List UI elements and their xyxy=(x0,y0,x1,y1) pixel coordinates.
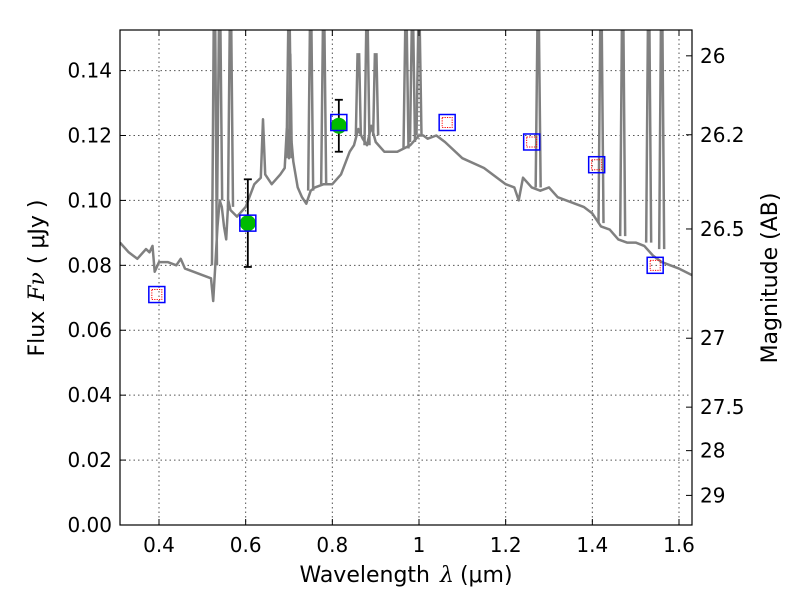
limit-marker xyxy=(649,259,661,271)
mag-tick-label: 27.5 xyxy=(700,395,745,419)
emission-line xyxy=(210,30,219,266)
emission-line xyxy=(226,30,235,207)
x-axis-label: Wavelength λ (μm) xyxy=(299,563,512,588)
spectrum-line xyxy=(120,53,692,303)
limit-marker xyxy=(526,136,538,148)
y-axis-label: FluxFν( μJy ) xyxy=(25,199,50,356)
emission-line xyxy=(657,30,666,250)
model-marker xyxy=(646,256,664,275)
x-tick-label: 1 xyxy=(413,533,426,557)
limit-marker xyxy=(591,159,603,171)
limit-marker xyxy=(151,289,163,301)
y-tick-label: 0.02 xyxy=(67,448,112,472)
x-tick-label: 0.6 xyxy=(230,533,262,557)
model-marker xyxy=(239,214,257,232)
y-tick-label: 0.12 xyxy=(67,123,112,147)
emission-line xyxy=(408,30,417,143)
emission-line xyxy=(597,30,605,224)
x-tick-label: 1.4 xyxy=(576,533,608,557)
model-marker xyxy=(522,133,541,151)
emission-line xyxy=(363,30,371,146)
detection-point xyxy=(330,117,347,134)
limit-marker xyxy=(441,117,453,129)
mag-tick-label: 27 xyxy=(700,326,725,350)
model-marker xyxy=(148,285,166,304)
emission-line xyxy=(618,30,627,237)
y-tick-label: 0.06 xyxy=(67,318,112,342)
y-tick-label: 0.14 xyxy=(67,59,112,83)
emission-line xyxy=(215,30,224,201)
y-tick-label: 0.08 xyxy=(67,253,112,277)
mag-tick-label: 26.2 xyxy=(700,123,745,147)
emission-line xyxy=(319,30,328,185)
emission-line xyxy=(402,30,410,149)
emission-line xyxy=(354,53,363,136)
detection-point xyxy=(239,215,256,232)
x-tick-label: 0.4 xyxy=(143,533,175,557)
x-tick-label: 0.8 xyxy=(316,533,348,557)
model-marker xyxy=(330,113,348,132)
y-tick-label: 0.10 xyxy=(67,188,112,212)
y-tick-label: 0.04 xyxy=(67,383,112,407)
mag-tick-label: 26.5 xyxy=(700,217,745,241)
emission-line xyxy=(534,30,542,188)
axis-ticks: 0.4 0.6 0.8 1 1.2 1.4 1.6 0.00 0.02 0.04 0.06 0.08 0… xyxy=(67,30,745,557)
mag-tick-label: 28 xyxy=(700,439,725,463)
x-tick-label: 1.2 xyxy=(490,533,522,557)
y2-axis-label: Magnitude (AB) xyxy=(758,193,783,364)
plot-frame xyxy=(119,29,693,526)
emission-line xyxy=(306,30,315,191)
mag-tick-label: 26 xyxy=(700,44,725,68)
model-marker xyxy=(587,155,606,174)
model-marker xyxy=(438,113,456,132)
emission-line xyxy=(285,30,293,159)
mag-tick-label: 29 xyxy=(700,483,725,507)
y-tick-label: 0.00 xyxy=(67,513,112,537)
emission-line xyxy=(371,53,380,136)
x-tick-label: 1.6 xyxy=(663,533,695,557)
emission-line xyxy=(644,30,653,243)
